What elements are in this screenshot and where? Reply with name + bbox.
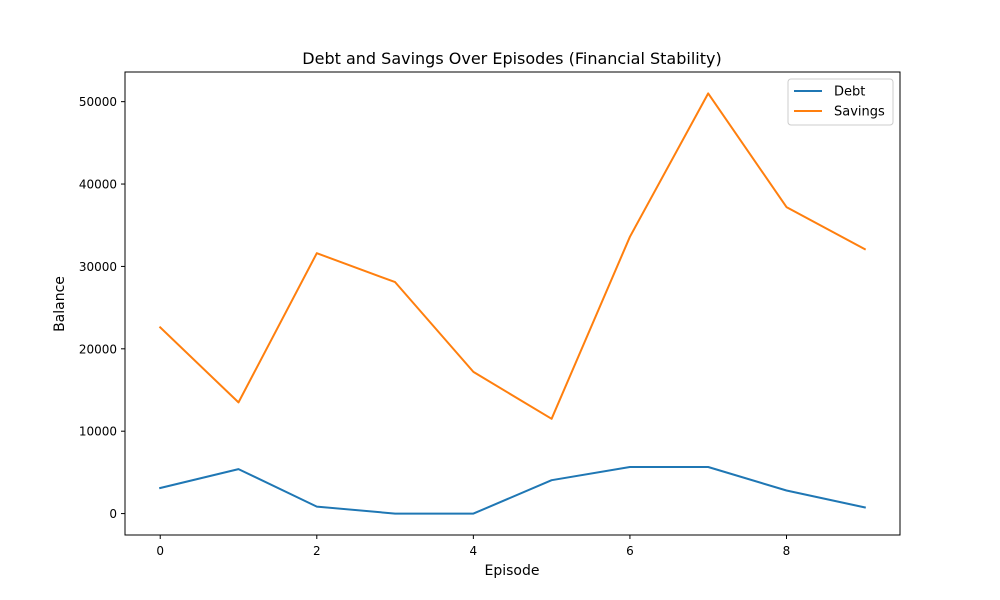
x-tick-label: 4 [470,544,478,558]
series-line-savings [158,92,867,420]
data-point-savings-1 [237,400,241,404]
data-point-savings-7 [706,91,710,95]
y-tick-label: 0 [109,507,117,521]
data-point-savings-5 [550,417,554,421]
data-point-savings-2 [315,251,319,255]
x-axis-ticks: 0 2 4 6 8 [156,535,790,558]
legend-label-savings: Savings [834,105,885,120]
y-tick-label: 20000 [79,342,117,356]
data-point-debt-8 [785,489,789,493]
x-axis-label: Episode [485,563,540,579]
x-tick-label: 8 [783,544,791,558]
chart-title: Debt and Savings Over Episodes (Financia… [302,49,721,68]
data-point-debt-1 [237,467,241,471]
x-tick-label: 6 [626,544,634,558]
y-tick-label: 30000 [79,260,117,274]
data-point-debt-6 [628,465,632,469]
y-tick-label: 10000 [79,425,117,439]
x-tick-label: 0 [156,544,164,558]
x-tick-label: 2 [313,544,321,558]
y-axis-label: Balance [52,276,68,332]
y-axis-ticks: 0 10000 20000 30000 40000 50000 [79,95,125,521]
legend-label-debt: Debt [834,85,865,100]
data-point-debt-4 [471,512,475,516]
data-point-savings-8 [785,205,789,209]
data-point-savings-0 [158,325,162,329]
data-point-debt-2 [315,505,319,509]
data-point-debt-5 [550,478,554,482]
data-point-savings-4 [471,370,475,374]
data-point-savings-9 [863,247,867,251]
data-point-savings-6 [628,235,632,239]
plot-frame [124,71,901,536]
legend: Debt Savings [787,78,894,126]
y-tick-label: 40000 [79,178,117,192]
data-point-debt-7 [706,465,710,469]
data-point-savings-3 [393,280,397,284]
series-lines [158,91,867,516]
data-point-debt-3 [393,512,397,516]
data-point-debt-9 [863,505,867,509]
series-line-debt [158,466,866,515]
y-tick-label: 50000 [79,95,117,109]
data-point-debt-0 [158,486,162,490]
